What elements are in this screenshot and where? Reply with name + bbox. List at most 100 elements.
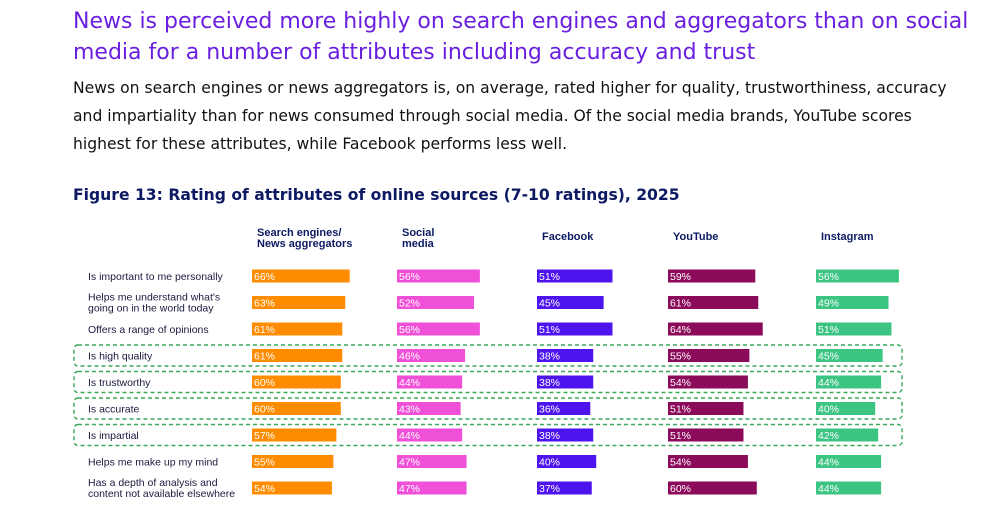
bar <box>537 296 604 309</box>
column-header: YouTube <box>673 231 718 243</box>
row-label: Is accurate <box>88 404 140 416</box>
bar <box>668 269 756 283</box>
bar <box>668 322 763 336</box>
data-label: 60% <box>670 483 691 495</box>
column-headers: Search engines/News aggregators Socialmed… <box>257 227 874 250</box>
row-label: Is important to me personally <box>88 271 224 283</box>
row-label: going on in the world today <box>88 303 214 315</box>
bar <box>816 481 882 495</box>
bar <box>252 349 343 362</box>
data-label: 40% <box>539 457 560 469</box>
row-label: Is impartial <box>88 430 139 442</box>
bar <box>252 402 341 415</box>
bar <box>252 322 343 336</box>
data-label: 45% <box>818 351 839 363</box>
data-label: 56% <box>399 324 420 336</box>
bar <box>668 296 759 309</box>
bar <box>668 481 757 495</box>
bar <box>397 428 463 442</box>
bar <box>537 481 592 495</box>
figure-title: Figure 13: Rating of attributes of onlin… <box>73 186 680 204</box>
bar <box>816 455 882 468</box>
data-label: 51% <box>539 271 560 283</box>
data-label: 49% <box>818 298 839 310</box>
bar <box>397 322 480 336</box>
bar <box>537 455 597 468</box>
data-label: 56% <box>399 271 420 283</box>
data-label: 60% <box>254 404 275 416</box>
highlight-box <box>73 397 903 420</box>
data-label: 52% <box>399 298 420 310</box>
column-header: media <box>402 238 435 250</box>
bar <box>816 375 882 389</box>
data-label: 54% <box>254 483 275 495</box>
data-label: 37% <box>539 483 560 495</box>
bar <box>252 375 341 389</box>
column-header: Social <box>402 227 434 239</box>
data-label: 46% <box>399 351 420 363</box>
data-label: 55% <box>254 457 275 469</box>
column-header: News aggregators <box>257 238 352 250</box>
row-label: Is high quality <box>88 351 153 363</box>
bar <box>252 428 337 442</box>
bar <box>668 455 748 468</box>
data-label: 44% <box>399 430 420 442</box>
row-labels: Is important to me personally Helps me un… <box>88 271 235 500</box>
bar <box>816 402 876 415</box>
data-label: 44% <box>399 377 420 389</box>
bar <box>537 375 594 389</box>
bar <box>252 455 334 468</box>
bar <box>397 349 466 362</box>
bar <box>397 402 461 415</box>
data-label: 38% <box>539 430 560 442</box>
data-label: 44% <box>818 377 839 389</box>
row-label: Has a depth of analysis and <box>88 477 218 489</box>
bar <box>668 375 748 389</box>
bar <box>816 322 892 336</box>
highlight-box <box>73 423 903 447</box>
bar <box>537 269 613 283</box>
column-header: Facebook <box>542 231 594 243</box>
bar <box>397 481 467 495</box>
column-header: Search engines/ <box>257 227 341 239</box>
data-label: 55% <box>670 351 691 363</box>
data-label: 51% <box>539 324 560 336</box>
bar <box>537 428 594 442</box>
data-label: 66% <box>254 271 275 283</box>
highlight-box <box>73 370 903 394</box>
data-label: 59% <box>670 271 691 283</box>
bars: 66% 63% 61% 61% 60% 60% 57% 55% 54% 56% 52% 56% 46% 4… <box>252 269 899 495</box>
bar <box>252 269 350 283</box>
data-label: 61% <box>254 351 275 363</box>
data-label: 63% <box>254 298 275 310</box>
data-label: 54% <box>670 457 691 469</box>
bar <box>668 402 744 415</box>
data-label: 60% <box>254 377 275 389</box>
data-label: 42% <box>818 430 839 442</box>
bar <box>397 375 463 389</box>
bar <box>252 481 332 495</box>
headline: News is perceived more highly on search … <box>73 9 969 65</box>
data-label: 36% <box>539 404 560 416</box>
row-label: content not available elsewhere <box>88 488 235 500</box>
row-label: Helps me make up my mind <box>88 457 218 469</box>
bar <box>816 269 899 283</box>
bar <box>537 402 591 415</box>
data-label: 38% <box>539 351 560 363</box>
highlight-box <box>73 344 903 367</box>
data-label: 51% <box>670 430 691 442</box>
data-label: 47% <box>399 457 420 469</box>
bar <box>668 428 744 442</box>
data-label: 51% <box>818 324 839 336</box>
data-label: 38% <box>539 377 560 389</box>
column-header: Instagram <box>821 231 874 243</box>
data-label: 57% <box>254 430 275 442</box>
bar <box>537 349 594 362</box>
row-label: Helps me understand what's <box>88 292 220 304</box>
row-label: Is trustworthy <box>88 377 151 389</box>
bar <box>537 322 613 336</box>
row-label: Offers a range of opinions <box>88 324 209 336</box>
bar <box>816 349 883 362</box>
bar <box>397 269 480 283</box>
